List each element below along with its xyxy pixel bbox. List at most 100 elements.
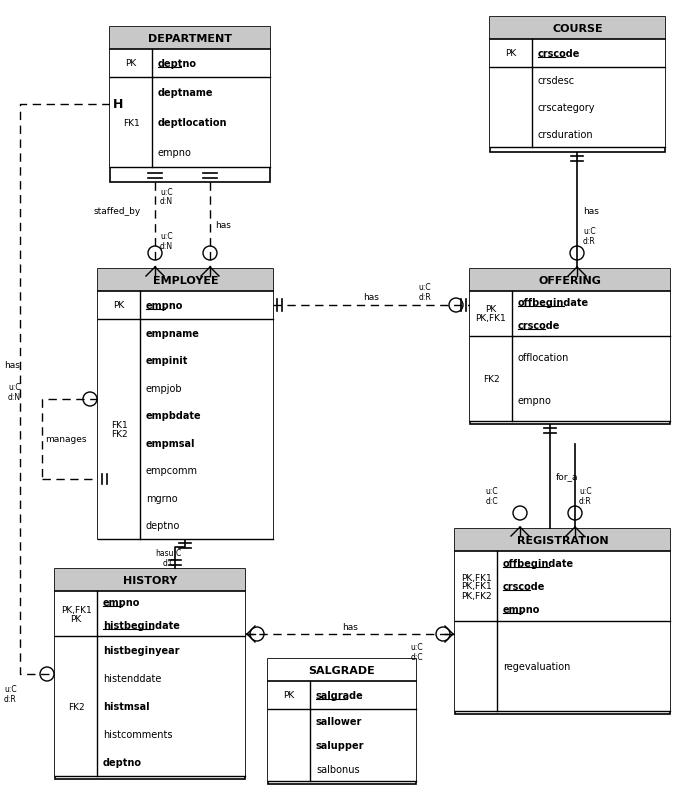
Text: deptlocation: deptlocation [158, 118, 228, 128]
Bar [110, 28, 270, 183]
Text: sallower: sallower [316, 716, 362, 726]
Text: PK: PK [70, 614, 81, 622]
Text: PK,FK1: PK,FK1 [461, 573, 491, 581]
Text: FK2: FK2 [110, 429, 128, 439]
Text: PK: PK [505, 50, 517, 59]
Text: d:R: d:R [4, 695, 17, 703]
Text: deptname: deptname [158, 88, 213, 98]
Text: crsduration: crsduration [538, 129, 593, 140]
Text: u:C: u:C [160, 188, 172, 196]
Text: u:C: u:C [583, 227, 595, 237]
Text: histmsal: histmsal [103, 701, 150, 711]
Text: has: has [583, 206, 599, 215]
Text: d:R: d:R [583, 237, 595, 246]
Text: crscode: crscode [518, 320, 560, 330]
Text: COURSE: COURSE [552, 24, 603, 34]
Text: has: has [4, 360, 20, 369]
Bar [98, 292, 273, 320]
Text: histbeginyear: histbeginyear [103, 645, 179, 655]
Text: PK,FK1: PK,FK1 [61, 605, 91, 614]
Text: deptno: deptno [146, 520, 180, 531]
Text: PK,FK1: PK,FK1 [475, 314, 506, 323]
Bar [98, 320, 273, 539]
Bar [490, 18, 665, 153]
Text: REGISTRATION: REGISTRATION [517, 535, 609, 545]
Text: crscategory: crscategory [538, 103, 595, 113]
Bar [98, 269, 273, 292]
Text: empmsal: empmsal [146, 438, 195, 448]
Text: deptno: deptno [103, 757, 142, 767]
Text: u:C: u:C [4, 685, 17, 694]
Text: FK2: FK2 [68, 702, 84, 711]
Text: empinit: empinit [146, 356, 188, 366]
Text: d:C: d:C [486, 497, 498, 506]
Text: FK1: FK1 [123, 119, 139, 128]
Text: empcomm: empcomm [146, 466, 198, 476]
Bar [455, 529, 670, 714]
Text: regevaluation: regevaluation [503, 661, 571, 671]
Text: H: H [113, 97, 124, 111]
Text: u:C: u:C [486, 487, 498, 496]
Text: manages: manages [45, 435, 86, 444]
Text: hasu:C: hasu:C [155, 549, 181, 558]
Bar [268, 709, 416, 781]
Text: crscode: crscode [538, 49, 580, 59]
Text: u:C: u:C [579, 487, 591, 496]
Text: histbegindate: histbegindate [103, 620, 180, 630]
Text: empno: empno [518, 395, 552, 405]
Text: PK,FK2: PK,FK2 [461, 591, 491, 600]
Bar [268, 681, 416, 709]
Text: has: has [215, 221, 231, 230]
Text: d:N: d:N [160, 196, 173, 206]
Text: has: has [342, 622, 358, 630]
Text: PK: PK [284, 691, 295, 699]
Text: empno: empno [503, 605, 540, 614]
Text: PK: PK [485, 305, 497, 314]
Text: staffed_by: staffed_by [93, 206, 141, 215]
Text: u:C: u:C [411, 642, 423, 650]
Bar [470, 269, 670, 292]
Text: has: has [363, 294, 379, 302]
Text: d:N: d:N [8, 393, 21, 402]
Text: empno: empno [158, 148, 192, 158]
Text: salupper: salupper [316, 740, 364, 750]
Bar [490, 40, 665, 68]
Bar [490, 18, 665, 40]
Bar [268, 659, 416, 681]
Bar [470, 337, 670, 422]
Text: offbegindate: offbegindate [518, 298, 589, 308]
Text: d:C: d:C [411, 652, 423, 661]
Text: DEPARTMENT: DEPARTMENT [148, 34, 232, 44]
Text: u:C: u:C [160, 232, 172, 241]
Text: HISTORY: HISTORY [123, 575, 177, 585]
Bar [110, 28, 270, 50]
Text: histcomments: histcomments [103, 729, 172, 739]
Text: deptno: deptno [158, 59, 197, 69]
Text: EMPLOYEE: EMPLOYEE [152, 276, 218, 286]
Text: empno: empno [146, 301, 184, 310]
Text: FK2: FK2 [483, 375, 500, 383]
Text: SALGRADE: SALGRADE [308, 665, 375, 675]
Text: crsdesc: crsdesc [538, 76, 575, 87]
Text: d:C: d:C [163, 559, 176, 568]
Text: OFFERING: OFFERING [539, 276, 602, 286]
Text: empname: empname [146, 328, 200, 338]
Bar [55, 591, 245, 636]
Bar [55, 636, 245, 776]
Bar [455, 622, 670, 711]
Text: u:C: u:C [8, 383, 21, 392]
Text: salgrade: salgrade [316, 691, 364, 700]
Text: offbegindate: offbegindate [503, 558, 574, 568]
Text: u:C: u:C [419, 283, 431, 292]
Text: mgrno: mgrno [146, 493, 177, 503]
Text: for_a: for_a [556, 472, 578, 481]
Bar [98, 269, 273, 539]
Text: PK: PK [113, 301, 125, 310]
Text: FK1: FK1 [110, 420, 128, 429]
Text: salbonus: salbonus [316, 764, 359, 774]
Text: histenddate: histenddate [103, 673, 161, 683]
Bar [110, 78, 270, 168]
Bar [470, 292, 670, 337]
Text: d:R: d:R [419, 294, 431, 302]
Bar [490, 68, 665, 148]
